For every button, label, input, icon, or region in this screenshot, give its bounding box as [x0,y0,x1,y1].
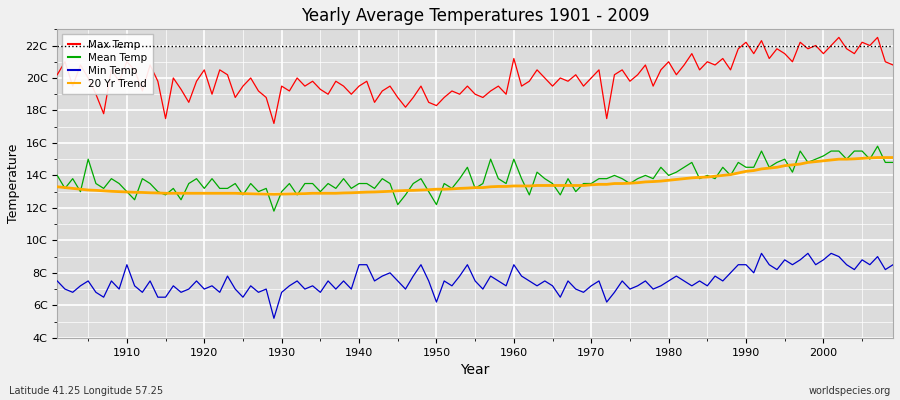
Y-axis label: Temperature: Temperature [7,144,20,223]
Text: Latitude 41.25 Longitude 57.25: Latitude 41.25 Longitude 57.25 [9,386,163,396]
Title: Yearly Average Temperatures 1901 - 2009: Yearly Average Temperatures 1901 - 2009 [301,7,650,25]
X-axis label: Year: Year [461,363,490,377]
Legend: Max Temp, Mean Temp, Min Temp, 20 Yr Trend: Max Temp, Mean Temp, Min Temp, 20 Yr Tre… [62,34,153,94]
Text: worldspecies.org: worldspecies.org [809,386,891,396]
